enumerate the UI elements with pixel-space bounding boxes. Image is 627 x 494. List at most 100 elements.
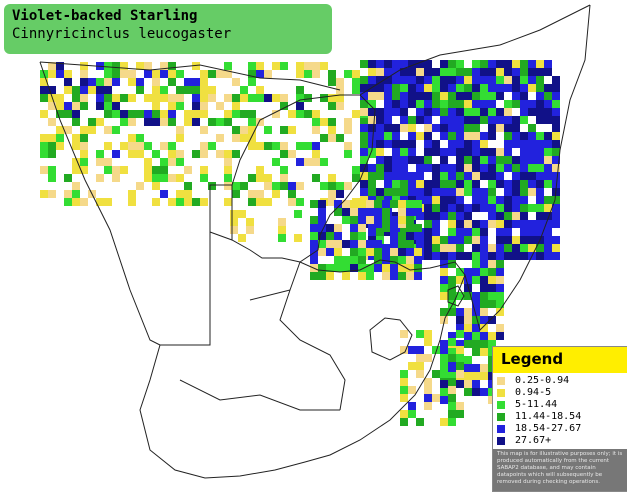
occurrence-cell [528, 132, 536, 140]
legend-label: 11.44-18.54 [515, 411, 582, 422]
occurrence-cell [488, 132, 496, 140]
occurrence-cell [408, 402, 416, 410]
occurrence-cell [350, 264, 358, 272]
occurrence-cell [366, 208, 374, 216]
occurrence-cell [424, 132, 432, 140]
occurrence-cell [64, 198, 72, 206]
occurrence-cell [48, 70, 56, 78]
occurrence-cell [456, 188, 464, 196]
occurrence-cell [176, 174, 184, 182]
occurrence-cell [48, 134, 56, 142]
occurrence-cell [398, 272, 406, 280]
occurrence-cell [200, 150, 208, 158]
occurrence-cell [448, 140, 456, 148]
occurrence-cell [456, 308, 464, 316]
occurrence-cell [256, 62, 264, 70]
occurrence-cell [496, 60, 504, 68]
occurrence-cell [398, 264, 406, 272]
occurrence-cell [496, 156, 504, 164]
occurrence-cell [120, 62, 128, 70]
occurrence-cell [552, 84, 560, 92]
occurrence-cell [488, 164, 496, 172]
occurrence-cell [360, 164, 368, 172]
occurrence-cell [440, 362, 448, 370]
occurrence-cell [464, 356, 472, 364]
occurrence-cell [368, 60, 376, 68]
occurrence-cell [152, 110, 160, 118]
occurrence-cell [528, 140, 536, 148]
occurrence-cell [504, 132, 512, 140]
occurrence-cell [366, 264, 374, 272]
occurrence-cell [448, 196, 456, 204]
occurrence-cell [312, 142, 320, 150]
occurrence-cell [288, 110, 296, 118]
occurrence-cell [368, 132, 376, 140]
occurrence-cell [528, 60, 536, 68]
occurrence-cell [160, 174, 168, 182]
occurrence-cell [200, 166, 208, 174]
occurrence-cell [56, 110, 64, 118]
occurrence-cell [520, 140, 528, 148]
occurrence-cell [528, 148, 536, 156]
occurrence-cell [480, 300, 488, 308]
occurrence-cell [464, 156, 472, 164]
occurrence-cell [328, 198, 336, 206]
occurrence-cell [536, 108, 544, 116]
occurrence-cell [504, 228, 512, 236]
occurrence-cell [294, 210, 302, 218]
occurrence-cell [456, 292, 464, 300]
occurrence-cell [358, 200, 366, 208]
occurrence-cell [416, 172, 424, 180]
occurrence-cell [374, 248, 382, 256]
occurrence-cell [488, 300, 496, 308]
occurrence-cell [390, 256, 398, 264]
occurrence-cell [184, 190, 192, 198]
occurrence-cell [384, 124, 392, 132]
occurrence-cell [296, 94, 304, 102]
occurrence-cell [448, 148, 456, 156]
occurrence-cell [440, 348, 448, 356]
occurrence-cell [334, 248, 342, 256]
occurrence-cell [400, 394, 408, 402]
occurrence-cell [344, 142, 352, 150]
occurrence-cell [352, 78, 360, 86]
occurrence-cell [512, 60, 520, 68]
occurrence-cell [248, 198, 256, 206]
occurrence-cell [160, 158, 168, 166]
occurrence-cell [312, 118, 320, 126]
occurrence-cell [350, 208, 358, 216]
occurrence-cell [536, 180, 544, 188]
occurrence-cell [382, 272, 390, 280]
occurrence-cell [344, 118, 352, 126]
occurrence-cell [80, 134, 88, 142]
occurrence-cell [456, 124, 464, 132]
occurrence-cell [288, 182, 296, 190]
occurrence-cell [536, 84, 544, 92]
occurrence-cell [360, 100, 368, 108]
occurrence-cell [472, 244, 480, 252]
occurrence-cell [464, 76, 472, 84]
occurrence-cell [472, 276, 480, 284]
occurrence-cell [296, 182, 304, 190]
occurrence-cell [440, 68, 448, 76]
occurrence-cell [376, 116, 384, 124]
occurrence-cell [376, 108, 384, 116]
occurrence-cell [240, 94, 248, 102]
occurrence-cell [440, 252, 448, 260]
occurrence-cell [216, 150, 224, 158]
occurrence-cell [520, 100, 528, 108]
occurrence-cell [472, 60, 480, 68]
occurrence-cell [310, 240, 318, 248]
occurrence-cell [488, 124, 496, 132]
occurrence-cell [312, 174, 320, 182]
occurrence-cell [48, 118, 56, 126]
occurrence-cell [400, 188, 408, 196]
occurrence-cell [96, 158, 104, 166]
occurrence-cell [296, 102, 304, 110]
occurrence-cell [232, 102, 240, 110]
occurrence-cell [552, 76, 560, 84]
occurrence-cell [544, 140, 552, 148]
occurrence-cell [256, 198, 264, 206]
occurrence-cell [552, 180, 560, 188]
occurrence-cell [264, 126, 272, 134]
